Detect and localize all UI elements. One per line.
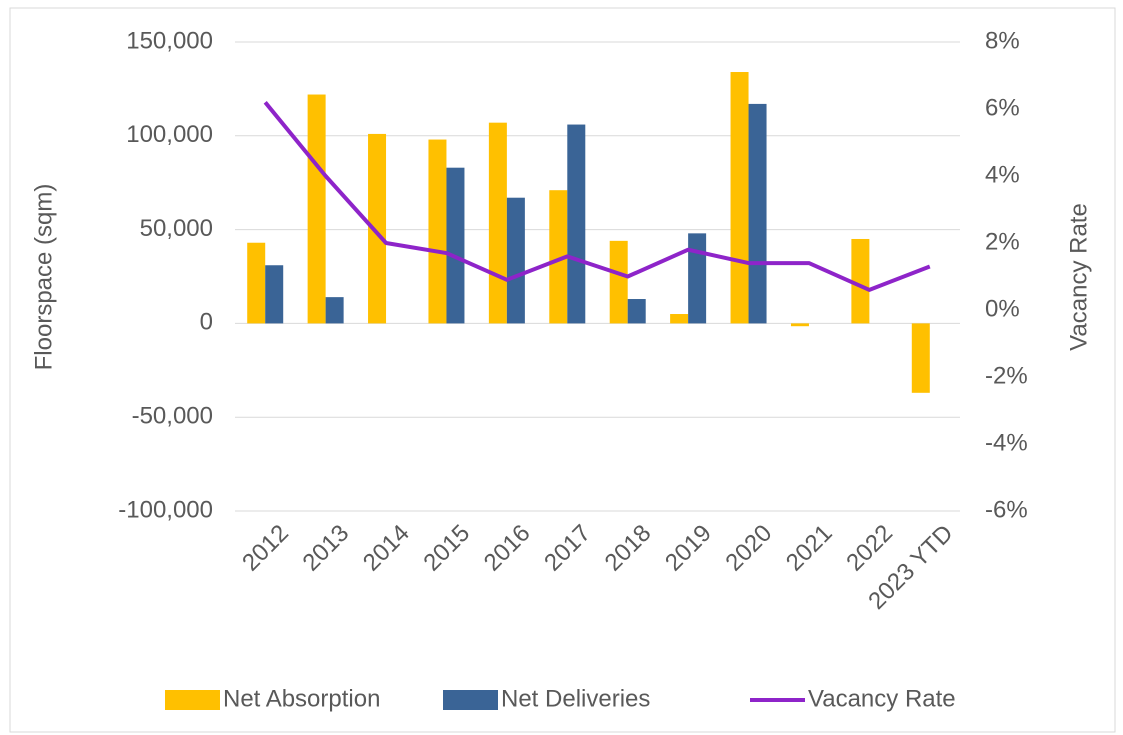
- y2-tick-label: -4%: [985, 429, 1028, 456]
- bar: [368, 133, 387, 324]
- bar: [506, 197, 525, 324]
- chart-frame: [9, 7, 1116, 733]
- y-tick-label: 50,000: [140, 215, 213, 242]
- y-tick-label: -100,000: [118, 496, 213, 523]
- bar: [790, 323, 809, 327]
- y2-tick-label: -2%: [985, 362, 1028, 389]
- y2-tick-label: -6%: [985, 496, 1028, 523]
- y2-tick-label: 6%: [985, 94, 1020, 121]
- y-tick-label: 100,000: [126, 121, 213, 148]
- legend-swatch: [165, 690, 220, 710]
- bar: [247, 242, 266, 324]
- bar: [549, 190, 568, 324]
- y-tick-label: -50,000: [132, 403, 213, 430]
- y2-tick-label: 0%: [985, 295, 1020, 322]
- bar: [488, 122, 507, 324]
- line: [263, 101, 931, 292]
- bar: [688, 233, 707, 324]
- bar: [265, 265, 284, 324]
- y-tick-label: 0: [200, 309, 213, 336]
- legend-swatch: [443, 690, 498, 710]
- y2-tick-label: 4%: [985, 161, 1020, 188]
- y2-tick-label: 2%: [985, 228, 1020, 255]
- bar: [670, 314, 689, 324]
- legend-label: Net Deliveries: [501, 685, 650, 712]
- legend-label: Vacancy Rate: [808, 685, 956, 712]
- y2-axis-label: Vacancy Rate: [1065, 203, 1092, 351]
- y-tick-label: 150,000: [126, 27, 213, 54]
- bar: [446, 167, 465, 324]
- bar: [730, 72, 749, 324]
- bar: [911, 323, 930, 393]
- bar: [567, 124, 586, 324]
- y-axis-label: Floorspace (sqm): [30, 184, 57, 371]
- legend-label: Net Absorption: [223, 685, 380, 712]
- bar: [748, 103, 767, 324]
- bar: [307, 94, 326, 324]
- bar: [428, 139, 447, 324]
- bar: [325, 297, 344, 324]
- y2-tick-label: 8%: [985, 27, 1020, 54]
- bar: [627, 299, 646, 324]
- bar: [609, 240, 628, 324]
- bar: [851, 238, 870, 324]
